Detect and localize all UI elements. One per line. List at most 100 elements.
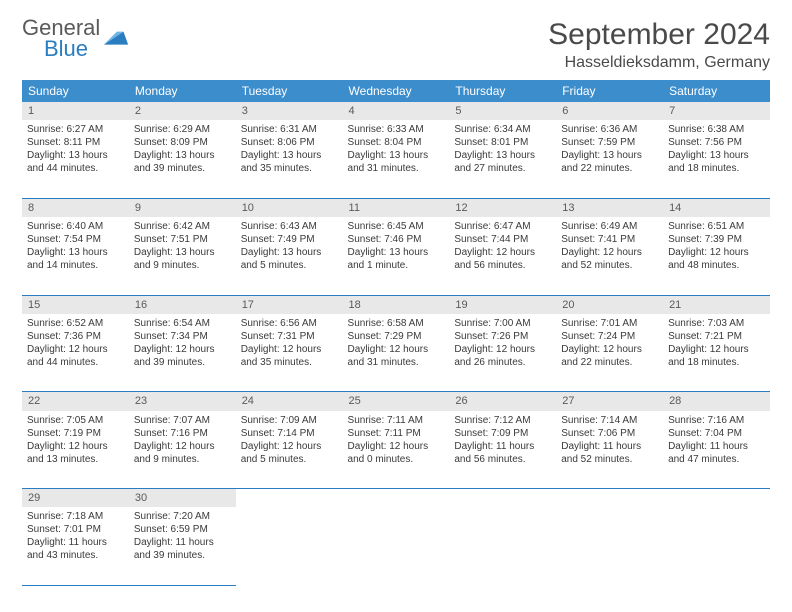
day-cell: Sunrise: 7:07 AMSunset: 7:16 PMDaylight:…	[129, 411, 236, 489]
detail-row: Sunrise: 6:27 AMSunset: 8:11 PMDaylight:…	[22, 120, 770, 198]
day-number: 23	[129, 392, 236, 411]
daylight-line-2: and 31 minutes.	[348, 356, 445, 369]
empty-cell	[556, 507, 663, 585]
empty-cell	[236, 507, 343, 585]
day-cell: Sunrise: 6:31 AMSunset: 8:06 PMDaylight:…	[236, 120, 343, 198]
day-number: 18	[343, 295, 450, 314]
daylight-line-2: and 52 minutes.	[561, 453, 658, 466]
daylight-line-2: and 22 minutes.	[561, 356, 658, 369]
day-cell: Sunrise: 6:54 AMSunset: 7:34 PMDaylight:…	[129, 314, 236, 392]
daylight-line-2: and 27 minutes.	[454, 162, 551, 175]
day-number: 21	[663, 295, 770, 314]
daylight-line-1: Daylight: 12 hours	[27, 440, 124, 453]
day-cell: Sunrise: 7:01 AMSunset: 7:24 PMDaylight:…	[556, 314, 663, 392]
daylight-line-2: and 35 minutes.	[241, 162, 338, 175]
day-number: 19	[449, 295, 556, 314]
brand-triangle-icon	[102, 26, 130, 54]
day-number: 17	[236, 295, 343, 314]
daynum-row: 15161718192021	[22, 295, 770, 314]
day-cell: Sunrise: 6:27 AMSunset: 8:11 PMDaylight:…	[22, 120, 129, 198]
daylight-line-1: Daylight: 13 hours	[348, 246, 445, 259]
sunrise-line: Sunrise: 6:40 AM	[27, 220, 124, 233]
month-title: September 2024	[548, 18, 770, 52]
daylight-line-2: and 56 minutes.	[454, 453, 551, 466]
detail-row: Sunrise: 7:05 AMSunset: 7:19 PMDaylight:…	[22, 411, 770, 489]
daylight-line-1: Daylight: 12 hours	[561, 343, 658, 356]
empty-cell	[449, 489, 556, 508]
sunrise-line: Sunrise: 7:01 AM	[561, 317, 658, 330]
sunrise-line: Sunrise: 6:31 AM	[241, 123, 338, 136]
sunrise-line: Sunrise: 7:00 AM	[454, 317, 551, 330]
day-cell: Sunrise: 6:51 AMSunset: 7:39 PMDaylight:…	[663, 217, 770, 295]
daylight-line-2: and 52 minutes.	[561, 259, 658, 272]
sunrise-line: Sunrise: 6:49 AM	[561, 220, 658, 233]
empty-cell	[556, 489, 663, 508]
day-cell: Sunrise: 7:05 AMSunset: 7:19 PMDaylight:…	[22, 411, 129, 489]
sunset-line: Sunset: 7:29 PM	[348, 330, 445, 343]
detail-row: Sunrise: 7:18 AMSunset: 7:01 PMDaylight:…	[22, 507, 770, 585]
sunset-line: Sunset: 8:06 PM	[241, 136, 338, 149]
sunset-line: Sunset: 7:14 PM	[241, 427, 338, 440]
day-cell: Sunrise: 6:36 AMSunset: 7:59 PMDaylight:…	[556, 120, 663, 198]
day-cell: Sunrise: 6:47 AMSunset: 7:44 PMDaylight:…	[449, 217, 556, 295]
day-cell: Sunrise: 6:56 AMSunset: 7:31 PMDaylight:…	[236, 314, 343, 392]
sunset-line: Sunset: 6:59 PM	[134, 523, 231, 536]
day-cell: Sunrise: 7:11 AMSunset: 7:11 PMDaylight:…	[343, 411, 450, 489]
day-number: 27	[556, 392, 663, 411]
sunset-line: Sunset: 7:06 PM	[561, 427, 658, 440]
daynum-row: 891011121314	[22, 198, 770, 217]
empty-cell	[343, 489, 450, 508]
sunrise-line: Sunrise: 6:36 AM	[561, 123, 658, 136]
brand-word2: Blue	[44, 39, 100, 60]
empty-cell	[663, 489, 770, 508]
location-label: Hasseldieksdamm, Germany	[548, 54, 770, 72]
detail-row: Sunrise: 6:40 AMSunset: 7:54 PMDaylight:…	[22, 217, 770, 295]
day-number: 24	[236, 392, 343, 411]
day-cell: Sunrise: 6:49 AMSunset: 7:41 PMDaylight:…	[556, 217, 663, 295]
day-number: 26	[449, 392, 556, 411]
daylight-line-1: Daylight: 12 hours	[454, 246, 551, 259]
title-block: September 2024 Hasseldieksdamm, Germany	[548, 18, 770, 72]
sunrise-line: Sunrise: 7:16 AM	[668, 414, 765, 427]
daylight-line-1: Daylight: 13 hours	[134, 246, 231, 259]
day-cell: Sunrise: 7:00 AMSunset: 7:26 PMDaylight:…	[449, 314, 556, 392]
daynum-row: 1234567	[22, 102, 770, 120]
sunset-line: Sunset: 7:04 PM	[668, 427, 765, 440]
daylight-line-2: and 39 minutes.	[134, 356, 231, 369]
daylight-line-2: and 22 minutes.	[561, 162, 658, 175]
daylight-line-2: and 39 minutes.	[134, 162, 231, 175]
daylight-line-2: and 44 minutes.	[27, 356, 124, 369]
empty-cell	[663, 507, 770, 585]
day-cell: Sunrise: 7:18 AMSunset: 7:01 PMDaylight:…	[22, 507, 129, 585]
sunrise-line: Sunrise: 6:56 AM	[241, 317, 338, 330]
day-cell: Sunrise: 6:33 AMSunset: 8:04 PMDaylight:…	[343, 120, 450, 198]
day-cell: Sunrise: 7:16 AMSunset: 7:04 PMDaylight:…	[663, 411, 770, 489]
daylight-line-2: and 44 minutes.	[27, 162, 124, 175]
daylight-line-1: Daylight: 11 hours	[561, 440, 658, 453]
daylight-line-2: and 14 minutes.	[27, 259, 124, 272]
sunset-line: Sunset: 8:01 PM	[454, 136, 551, 149]
daylight-line-1: Daylight: 13 hours	[27, 246, 124, 259]
day-number: 28	[663, 392, 770, 411]
weekday-header: Saturday	[663, 80, 770, 102]
daylight-line-2: and 39 minutes.	[134, 549, 231, 562]
daylight-line-1: Daylight: 13 hours	[668, 149, 765, 162]
sunrise-line: Sunrise: 6:54 AM	[134, 317, 231, 330]
header: General Blue September 2024 Hasseldieksd…	[22, 18, 770, 72]
calendar-body: 1234567Sunrise: 6:27 AMSunset: 8:11 PMDa…	[22, 102, 770, 585]
day-cell: Sunrise: 7:20 AMSunset: 6:59 PMDaylight:…	[129, 507, 236, 585]
sunset-line: Sunset: 7:44 PM	[454, 233, 551, 246]
daylight-line-2: and 5 minutes.	[241, 453, 338, 466]
sunset-line: Sunset: 7:39 PM	[668, 233, 765, 246]
day-number: 10	[236, 198, 343, 217]
day-number: 20	[556, 295, 663, 314]
day-cell: Sunrise: 6:40 AMSunset: 7:54 PMDaylight:…	[22, 217, 129, 295]
daylight-line-1: Daylight: 12 hours	[241, 440, 338, 453]
sunrise-line: Sunrise: 7:07 AM	[134, 414, 231, 427]
daylight-line-2: and 5 minutes.	[241, 259, 338, 272]
sunrise-line: Sunrise: 7:05 AM	[27, 414, 124, 427]
day-number: 2	[129, 102, 236, 120]
daynum-row: 22232425262728	[22, 392, 770, 411]
sunset-line: Sunset: 7:36 PM	[27, 330, 124, 343]
daylight-line-1: Daylight: 12 hours	[134, 440, 231, 453]
